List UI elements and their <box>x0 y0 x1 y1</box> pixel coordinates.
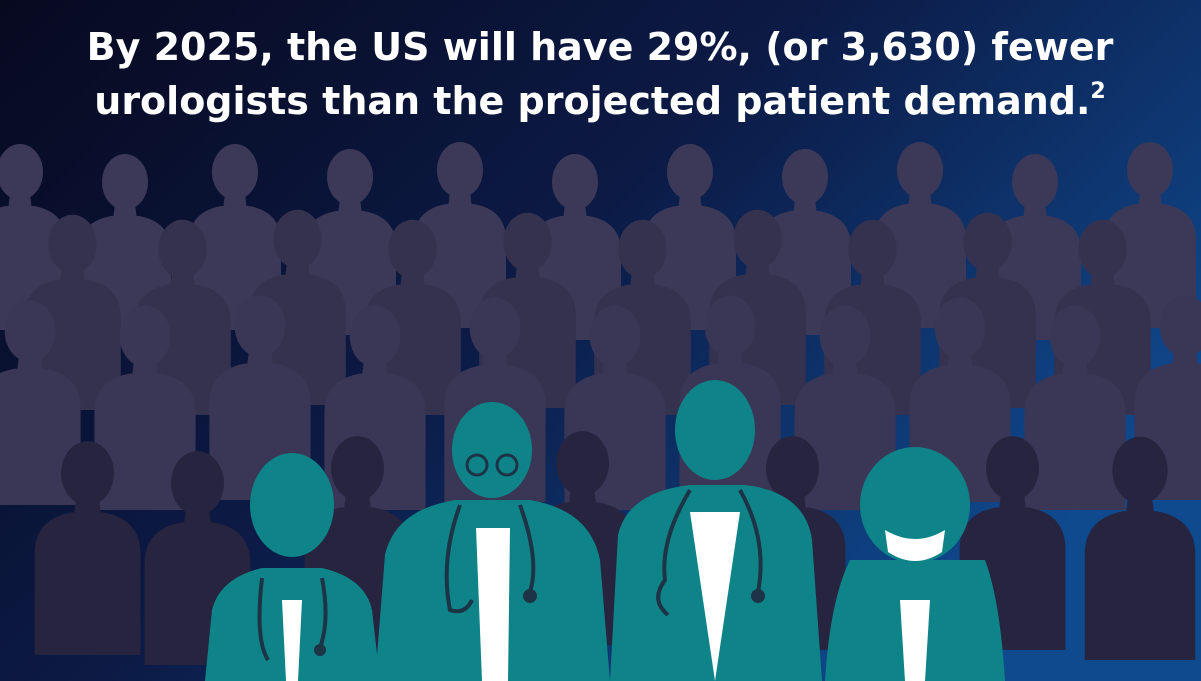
clinician-3 <box>610 380 822 681</box>
clinician-1 <box>205 453 380 681</box>
headline-text: By 2025, the US will have 29%, (or 3,630… <box>87 25 1114 69</box>
headline-line-2: urologists than the projected patient de… <box>94 79 1105 123</box>
footnote-marker: 2 <box>1090 79 1105 104</box>
clinician-2 <box>375 402 610 681</box>
headline-line-1: By 2025, the US will have 29%, (or 3,630… <box>87 25 1114 69</box>
clinician-4 <box>825 447 1005 681</box>
clinicians <box>205 380 1005 681</box>
headline-text: urologists than the projected patient de… <box>94 79 1090 123</box>
